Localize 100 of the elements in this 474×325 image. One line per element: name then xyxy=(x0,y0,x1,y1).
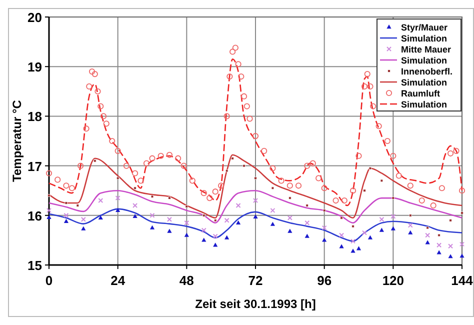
point xyxy=(270,208,276,213)
point xyxy=(231,156,234,160)
point xyxy=(184,232,189,237)
point xyxy=(363,189,366,192)
point xyxy=(408,230,413,234)
point xyxy=(132,214,138,218)
point xyxy=(93,159,96,162)
y-tick-label: 15 xyxy=(28,258,42,273)
point xyxy=(132,202,138,208)
point xyxy=(236,220,241,224)
x-tick-label: 144 xyxy=(451,273,474,288)
point xyxy=(408,214,412,217)
point xyxy=(339,232,344,238)
point xyxy=(134,186,136,190)
point xyxy=(436,242,442,248)
point xyxy=(322,238,327,242)
y-tick-label: 17 xyxy=(28,158,42,174)
point xyxy=(202,214,206,217)
legend-label: Simulation xyxy=(401,100,448,110)
legend-label: Mitte Mauer xyxy=(401,44,452,54)
point xyxy=(202,238,206,242)
point xyxy=(392,196,395,200)
x-tick-label: 0 xyxy=(45,273,53,288)
point xyxy=(253,198,258,204)
x-axis-title: Zeit seit 30.1.1993 [h] xyxy=(195,297,316,311)
line-series xyxy=(48,154,463,219)
y-tick-label: 18 xyxy=(28,109,42,124)
point xyxy=(368,166,372,170)
legend-label: Simulation xyxy=(401,34,448,44)
point xyxy=(350,238,356,244)
point xyxy=(64,202,68,204)
line-series xyxy=(48,190,463,224)
point xyxy=(426,226,429,230)
point xyxy=(322,225,327,230)
point xyxy=(116,208,120,212)
point xyxy=(236,202,241,208)
point xyxy=(379,228,384,232)
point xyxy=(213,242,218,247)
point xyxy=(448,244,454,249)
legend-label: Styr/Mauer xyxy=(401,22,448,32)
point xyxy=(224,218,230,223)
point xyxy=(150,195,154,198)
point xyxy=(390,226,396,230)
x-tick-label: 24 xyxy=(110,273,126,288)
point xyxy=(150,225,155,230)
point xyxy=(46,208,52,213)
point xyxy=(362,230,367,236)
point xyxy=(46,214,52,219)
legend-label: Raumluft xyxy=(401,88,440,98)
point xyxy=(288,228,292,233)
point xyxy=(425,232,430,238)
y-tick-label: 20 xyxy=(28,10,42,25)
point xyxy=(253,214,258,218)
point xyxy=(115,196,120,201)
point xyxy=(304,220,310,226)
legend-label: Simulation xyxy=(401,78,448,88)
point xyxy=(287,215,292,220)
point xyxy=(168,196,171,200)
point xyxy=(167,228,172,233)
point xyxy=(64,212,69,218)
point xyxy=(225,169,228,172)
y-axis-title: Temperatur °C xyxy=(10,100,24,182)
point xyxy=(460,212,464,214)
point xyxy=(425,240,430,244)
point xyxy=(98,198,104,204)
y-tick-label: 16 xyxy=(28,208,42,224)
point xyxy=(288,196,292,200)
y-tick-label: 19 xyxy=(28,60,42,75)
legend-label: Simulation xyxy=(401,56,448,66)
point xyxy=(340,216,343,220)
legend-label: Innenoberfl. xyxy=(401,66,452,76)
x-tick-label: 48 xyxy=(179,273,194,288)
point xyxy=(166,216,172,222)
point xyxy=(185,205,188,208)
point xyxy=(212,234,218,239)
point xyxy=(254,176,257,180)
point xyxy=(150,212,155,218)
point xyxy=(390,214,396,219)
point xyxy=(116,176,120,180)
point xyxy=(81,226,86,230)
point xyxy=(184,220,190,226)
point xyxy=(379,216,384,222)
x-tick-label: 96 xyxy=(317,273,332,288)
point xyxy=(449,218,452,222)
point xyxy=(408,222,413,228)
point xyxy=(64,218,69,223)
point xyxy=(306,204,309,207)
point xyxy=(322,209,326,212)
point xyxy=(224,235,230,240)
point xyxy=(270,222,276,226)
point xyxy=(80,216,86,222)
line-series xyxy=(48,208,463,242)
point xyxy=(98,215,103,220)
point xyxy=(48,194,50,197)
point xyxy=(304,234,310,238)
point xyxy=(214,218,217,222)
point xyxy=(368,235,373,240)
point xyxy=(460,242,464,247)
x-tick-label: 72 xyxy=(248,273,263,288)
point xyxy=(201,228,206,233)
